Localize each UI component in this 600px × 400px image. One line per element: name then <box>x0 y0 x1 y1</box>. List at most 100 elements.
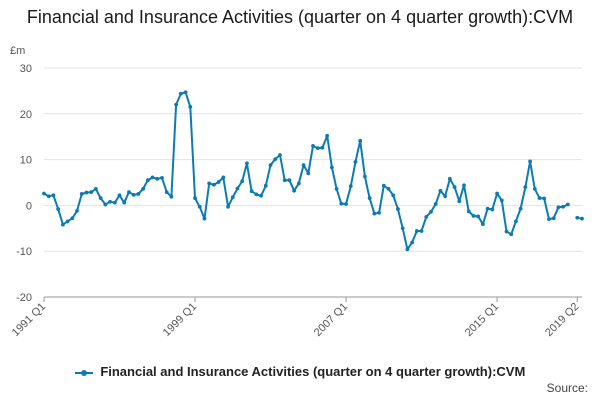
data-point[interactable] <box>462 183 466 188</box>
data-point[interactable] <box>532 187 537 191</box>
data-point[interactable] <box>471 214 476 218</box>
data-point[interactable] <box>372 211 377 216</box>
data-point[interactable] <box>141 187 146 191</box>
data-point[interactable] <box>287 178 292 183</box>
data-point[interactable] <box>325 133 330 138</box>
data-point[interactable] <box>396 207 400 211</box>
data-point[interactable] <box>301 163 306 167</box>
data-point[interactable] <box>311 143 315 148</box>
data-point[interactable] <box>273 157 278 162</box>
data-point[interactable] <box>334 187 339 191</box>
data-point[interactable] <box>565 202 570 207</box>
data-point[interactable] <box>240 179 245 184</box>
data-point[interactable] <box>216 180 221 184</box>
data-point[interactable] <box>292 188 297 193</box>
data-point[interactable] <box>400 226 405 231</box>
data-point[interactable] <box>523 185 528 189</box>
data-point[interactable] <box>490 207 495 212</box>
data-point[interactable] <box>79 192 84 196</box>
data-point[interactable] <box>514 219 518 224</box>
data-point[interactable] <box>452 185 457 189</box>
data-point[interactable] <box>447 176 452 181</box>
data-point[interactable] <box>339 201 344 206</box>
data-point[interactable] <box>84 190 89 195</box>
data-point[interactable] <box>358 138 363 143</box>
data-point[interactable] <box>145 178 150 183</box>
data-point[interactable] <box>561 204 566 209</box>
data-point[interactable] <box>112 200 117 205</box>
data-point[interactable] <box>211 182 216 187</box>
data-point[interactable] <box>509 232 514 237</box>
data-point[interactable] <box>466 209 471 214</box>
data-point[interactable] <box>178 91 183 96</box>
data-point[interactable] <box>70 216 75 221</box>
data-point[interactable] <box>103 202 108 207</box>
data-point[interactable] <box>60 222 65 227</box>
data-point[interactable] <box>136 192 141 196</box>
data-point[interactable] <box>499 198 504 203</box>
data-point[interactable] <box>127 190 131 195</box>
data-point[interactable] <box>89 190 94 195</box>
data-point[interactable] <box>230 195 235 200</box>
data-point[interactable] <box>438 188 443 193</box>
data-point[interactable] <box>547 217 551 222</box>
data-point[interactable] <box>226 204 230 209</box>
data-point[interactable] <box>193 196 197 200</box>
data-point[interactable] <box>377 210 381 215</box>
data-point[interactable] <box>254 192 259 197</box>
data-point[interactable] <box>259 193 263 198</box>
data-point[interactable] <box>410 240 415 245</box>
data-point[interactable] <box>551 216 556 221</box>
data-point[interactable] <box>518 206 523 211</box>
data-point[interactable] <box>46 194 51 199</box>
data-point[interactable] <box>457 199 462 204</box>
data-point[interactable] <box>122 200 127 205</box>
data-point[interactable] <box>476 214 481 219</box>
data-point[interactable] <box>235 186 240 191</box>
data-point[interactable] <box>164 190 169 195</box>
data-point[interactable] <box>405 247 410 252</box>
data-point[interactable] <box>306 171 311 176</box>
data-point[interactable] <box>56 207 61 211</box>
data-point[interactable] <box>556 205 561 210</box>
data-point[interactable] <box>249 189 254 194</box>
data-point[interactable] <box>42 191 46 196</box>
data-point[interactable] <box>94 187 98 191</box>
data-point[interactable] <box>155 176 160 181</box>
data-point[interactable] <box>504 229 509 234</box>
data-point[interactable] <box>353 159 358 164</box>
data-point[interactable] <box>329 165 334 170</box>
data-point[interactable] <box>381 183 386 188</box>
data-point[interactable] <box>160 176 164 180</box>
data-point[interactable] <box>183 90 188 95</box>
data-point[interactable] <box>344 202 348 206</box>
data-point[interactable] <box>131 192 136 197</box>
data-point[interactable] <box>315 146 320 151</box>
data-point[interactable] <box>528 159 532 164</box>
data-point[interactable] <box>282 178 287 183</box>
data-point[interactable] <box>202 216 207 221</box>
data-point[interactable] <box>367 196 372 200</box>
data-point[interactable] <box>429 209 433 214</box>
data-point[interactable] <box>495 191 499 196</box>
data-point[interactable] <box>98 196 103 200</box>
data-point[interactable] <box>363 174 367 179</box>
data-point[interactable] <box>320 145 325 150</box>
data-point[interactable] <box>580 216 584 221</box>
data-point[interactable] <box>150 175 155 180</box>
data-point[interactable] <box>391 193 396 198</box>
data-point[interactable] <box>443 194 448 199</box>
data-point[interactable] <box>263 183 268 188</box>
data-point[interactable] <box>414 229 419 233</box>
data-point[interactable] <box>188 105 193 109</box>
data-point[interactable] <box>117 193 122 198</box>
data-point[interactable] <box>542 196 547 201</box>
data-point[interactable] <box>348 184 353 189</box>
data-point[interactable] <box>268 163 273 167</box>
data-point[interactable] <box>197 204 202 209</box>
data-point[interactable] <box>221 175 226 180</box>
data-point[interactable] <box>419 229 424 233</box>
data-point[interactable] <box>51 193 56 198</box>
data-point[interactable] <box>575 215 580 220</box>
data-point[interactable] <box>424 214 429 219</box>
